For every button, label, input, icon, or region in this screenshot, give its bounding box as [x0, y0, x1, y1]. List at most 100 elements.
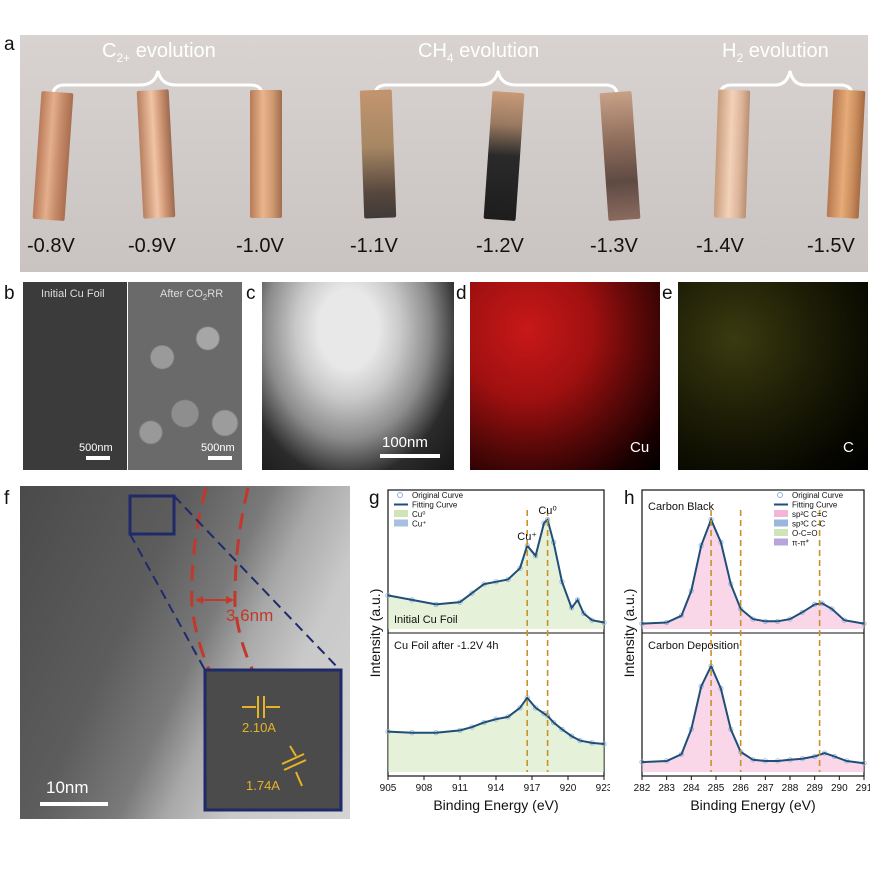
component-fill [642, 519, 864, 629]
foil-strip [136, 89, 176, 219]
legend-entry: Fitting Curve [412, 501, 458, 510]
subplot-title: Carbon Deposition [648, 640, 739, 652]
x-tick-label: 911 [452, 783, 468, 794]
scale-label: 500nm [79, 442, 113, 454]
legend-entry: π-π* [792, 539, 809, 548]
legend-swatch [774, 529, 788, 536]
xps-cu2p-chart: Initial Cu Foil Cu Foil after -1.2V 4h 905… [367, 489, 610, 813]
x-tick-label: 284 [683, 783, 700, 794]
x-tick-label: 290 [831, 783, 848, 794]
fitting-curve [641, 663, 865, 765]
sem-initial-cu-foil: Initial Cu Foil 500nm [23, 282, 127, 470]
x-tick-label: 283 [658, 783, 675, 794]
original-point [517, 705, 523, 711]
x-tick-label: 291 [856, 783, 870, 794]
group-label-ch4: CH4 evolution [418, 40, 540, 65]
legend-entry: sp²C C=C [792, 510, 828, 519]
scale-label: 100nm [382, 434, 428, 451]
subplot-title: Cu Foil after -1.2V 4h [394, 640, 499, 652]
potential-label: -1.5V [807, 235, 855, 257]
panel-label-b: b [4, 283, 15, 304]
original-point [541, 710, 547, 717]
scale-label: 500nm [201, 442, 235, 454]
x-tick-label: 923 [596, 783, 610, 794]
original-point [829, 606, 835, 612]
evolution-braces [51, 70, 854, 97]
eds-element-label: C [843, 439, 854, 456]
eds-map-cu: Cu [470, 282, 660, 470]
fitting-curve [387, 696, 605, 745]
potential-label: -0.9V [128, 235, 176, 257]
xps-c1s-chart: Carbon Black Carbon Deposition 282 283 284 28… [621, 489, 870, 813]
original-point [551, 719, 557, 726]
x-tick-label: 282 [634, 783, 651, 794]
panel-label-h: h [624, 488, 635, 509]
component-fill [642, 666, 864, 772]
lattice-spacing-2: 1.74A [246, 778, 280, 793]
sem-title-initial: Initial Cu Foil [41, 288, 105, 300]
x-tick-label: 286 [732, 783, 749, 794]
original-point [799, 609, 805, 615]
scale-bar [86, 456, 110, 460]
x-tick-label: 908 [416, 783, 433, 794]
panel-label-g: g [369, 488, 380, 509]
subplot-title: Initial Cu Foil [394, 614, 458, 626]
stem-image: 100nm [262, 282, 454, 470]
legend-entry: Fitting Curve [792, 501, 838, 510]
original-point [469, 590, 475, 596]
legend-swatch [774, 510, 788, 517]
legend-entry: Cu⁺ [412, 520, 426, 529]
y-axis-title: Intensity (a.u.) [367, 589, 383, 678]
panel-label-a: a [4, 34, 15, 55]
group-label-c2: C2+ evolution [102, 40, 216, 65]
component-fill [388, 519, 604, 629]
x-tick-label: 287 [757, 783, 774, 794]
panel-label-e: e [662, 283, 673, 304]
original-point [569, 733, 575, 739]
legend-entry: Original Curve [792, 491, 844, 500]
potential-label: -1.0V [236, 235, 284, 257]
fitting-curve [641, 517, 865, 625]
thickness-label: 3.6nm [226, 606, 274, 625]
scale-label: 10nm [46, 778, 89, 797]
fitting-curve [387, 517, 605, 624]
y-axis-title: Intensity (a.u.) [621, 589, 637, 678]
foil-strip [359, 89, 397, 219]
eds-element-label: Cu [630, 439, 650, 456]
legend-entry: Cu⁰ [412, 510, 425, 519]
legend-swatch [394, 510, 408, 517]
scale-bar [380, 454, 440, 458]
panel-label-d: d [456, 283, 467, 304]
sem-after-co2rr: After CO2RR 500nm [128, 282, 242, 470]
legend-swatch [774, 538, 788, 546]
hrtem-image: 3.6nm 2.10A 1.74A 10nm [20, 486, 350, 819]
legend-entry: O-C=O [792, 529, 818, 538]
foil-strip [713, 89, 751, 219]
x-tick-label: 905 [380, 783, 397, 794]
hrtem-annotations [40, 487, 343, 812]
lattice-spacing-1: 2.10A [242, 720, 276, 735]
x-axis-title: Binding Energy (eV) [690, 797, 815, 813]
component-fill [388, 697, 604, 772]
legend-entry: sp³C C-C [792, 520, 826, 529]
subplot-title: Carbon Black [648, 501, 715, 513]
copper-foil-photo: C2+ evolution CH4 evolution H2 evolution… [20, 35, 868, 272]
potential-label: -1.4V [696, 235, 744, 257]
peak-label: Cu⁰ [538, 505, 557, 517]
panel-label-f: f [4, 488, 10, 509]
legend-swatch [774, 519, 788, 527]
x-tick-label: 289 [806, 783, 823, 794]
legend-entry: Original Curve [412, 491, 464, 500]
x-axis-title: Binding Energy (eV) [433, 797, 558, 813]
potential-label: -1.1V [350, 235, 398, 257]
x-tick-label: 285 [708, 783, 725, 794]
group-label-h2: H2 evolution [722, 40, 829, 65]
foil-strip [250, 90, 282, 218]
original-point [559, 726, 565, 732]
potential-label: -0.8V [27, 235, 75, 257]
x-tick-label: 920 [560, 783, 577, 794]
legend-swatch [397, 492, 403, 498]
sem-title-after: After CO2RR [160, 288, 224, 303]
potential-label: -1.3V [590, 235, 638, 257]
eds-map-c: C [678, 282, 868, 470]
